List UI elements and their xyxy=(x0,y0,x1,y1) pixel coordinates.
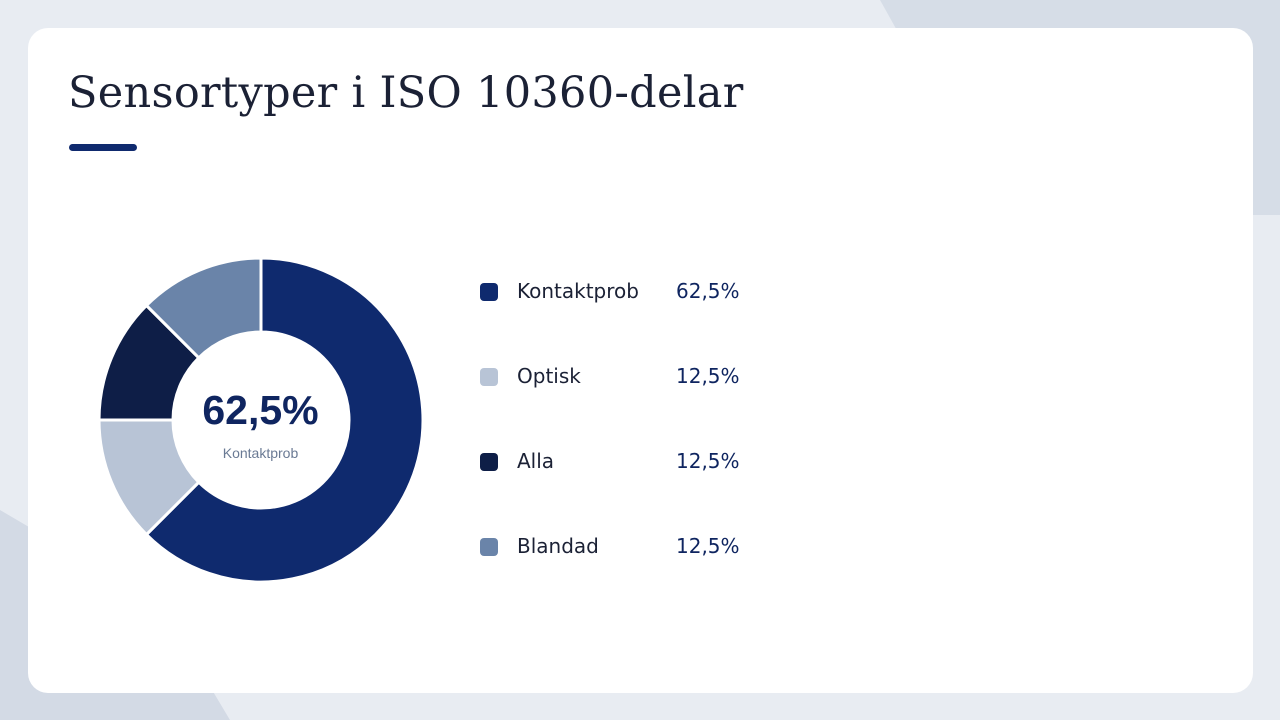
legend-value: 12,5% xyxy=(676,449,740,473)
legend-label: Blandad xyxy=(517,534,599,558)
donut-chart xyxy=(97,256,425,584)
legend-swatch xyxy=(480,283,498,301)
legend-value: 62,5% xyxy=(676,279,740,303)
page-title: Sensortyper i ISO 10360-delar xyxy=(68,68,744,118)
legend-label: Kontaktprob xyxy=(517,279,639,303)
donut-center-label: Kontaktprob xyxy=(222,445,299,461)
donut-slice-blandad xyxy=(144,256,263,360)
legend-value: 12,5% xyxy=(676,534,740,558)
legend-item-kontaktprob: Kontaktprob 62,5% xyxy=(480,273,780,358)
slide-card: Sensortyper i ISO 10360-delar 62,5% Kont… xyxy=(28,28,1253,693)
legend-label: Alla xyxy=(517,449,555,473)
legend-swatch xyxy=(480,368,498,386)
legend-swatch xyxy=(480,538,498,556)
title-underline xyxy=(69,144,137,151)
legend-swatch xyxy=(480,453,498,471)
legend-item-alla: Alla 12,5% xyxy=(480,443,780,528)
donut-center-value: 62,5% xyxy=(202,387,319,433)
legend-item-optisk: Optisk 12,5% xyxy=(480,358,780,443)
legend-item-blandad: Blandad 12,5% xyxy=(480,528,780,613)
legend-label: Optisk xyxy=(517,364,581,388)
chart-legend: Kontaktprob 62,5% Optisk 12,5% Alla 12,5… xyxy=(480,273,780,613)
donut-slice-kontaktprob xyxy=(144,256,425,584)
legend-value: 12,5% xyxy=(676,364,740,388)
